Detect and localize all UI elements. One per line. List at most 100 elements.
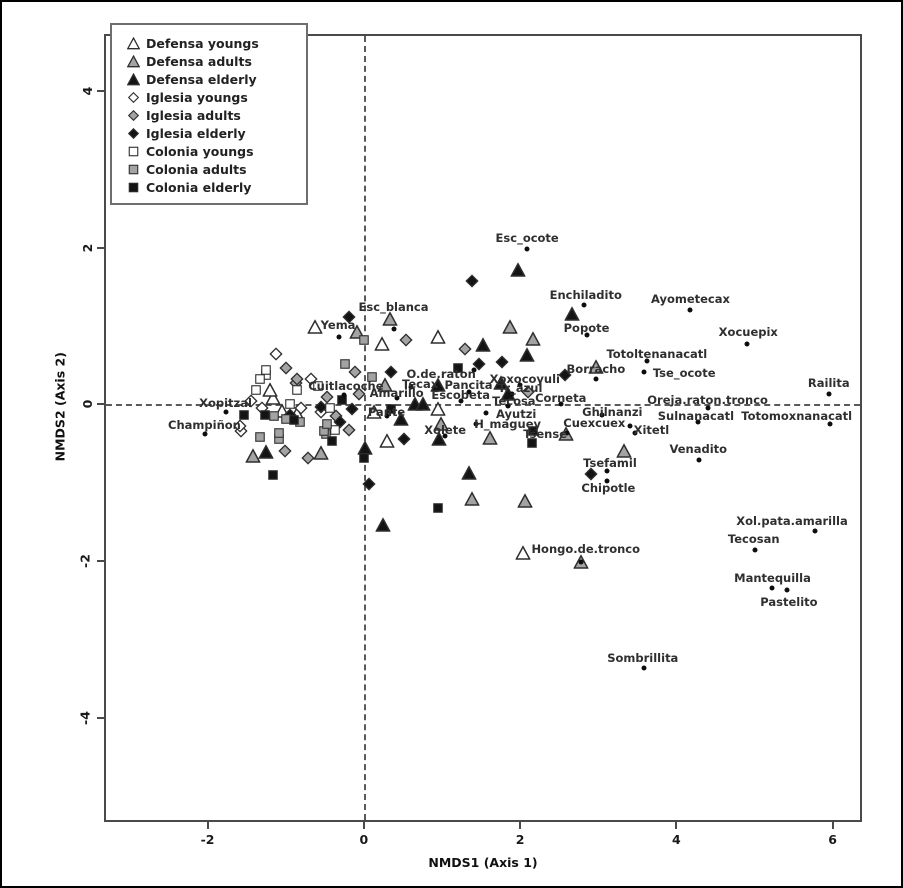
sample-marker-iglesia_youngs xyxy=(294,401,308,415)
species-point xyxy=(581,302,587,308)
sample-marker-defensa_adults xyxy=(348,324,365,340)
sample-marker-defensa_adults xyxy=(587,359,604,374)
sample-marker-iglesia_adults xyxy=(399,333,413,347)
sample-marker-iglesia_elderly xyxy=(397,432,411,446)
diamond-gray-icon xyxy=(124,109,142,121)
x-tick-mark xyxy=(675,822,678,829)
species-point xyxy=(483,410,489,416)
species-label: Ayometecax xyxy=(650,292,730,307)
sample-marker-colonia_adults xyxy=(358,335,369,346)
legend-label: Defensa adults xyxy=(146,53,252,69)
species-point xyxy=(632,430,638,436)
species-label: Borracho xyxy=(566,362,626,377)
square-open-icon xyxy=(124,146,142,157)
sample-marker-colonia_adults xyxy=(340,358,351,369)
species-point xyxy=(744,341,750,347)
y-tick-mark xyxy=(97,246,104,249)
x-tick-mark xyxy=(519,822,522,829)
legend-item-iglesia_youngs: Iglesia youngs xyxy=(124,88,298,106)
species-label: Ayutzi xyxy=(496,406,537,421)
species-point xyxy=(604,478,610,484)
x-tick-mark xyxy=(362,822,365,829)
species-point xyxy=(769,585,775,591)
sample-marker-iglesia_adults xyxy=(320,390,334,404)
species-label: Oreja.raton.tronco xyxy=(647,392,768,407)
sample-marker-iglesia_elderly xyxy=(495,355,509,369)
species-label: Amarillo xyxy=(369,385,424,400)
species-label: Sombrillita xyxy=(607,650,679,665)
sample-marker-defensa_elderly xyxy=(519,347,536,363)
species-label: Xocuepix xyxy=(718,325,778,340)
legend: Defensa youngs Defensa adults Defensa elde… xyxy=(110,23,308,205)
species-point xyxy=(442,433,448,439)
species-point xyxy=(644,358,650,364)
x-tick-label: 4 xyxy=(672,832,681,847)
species-point xyxy=(466,389,472,395)
zero-x-dashed-line xyxy=(363,36,366,820)
sample-marker-defensa_youngs xyxy=(265,390,282,406)
sample-marker-defensa_adults xyxy=(312,445,329,461)
sample-marker-colonia_elderly xyxy=(326,436,337,447)
x-tick-label: 2 xyxy=(515,832,525,847)
legend-label: Defensa youngs xyxy=(146,35,259,51)
species-label: Railita xyxy=(807,375,850,390)
species-point xyxy=(784,587,790,593)
legend-label: Defensa elderly xyxy=(146,71,257,87)
y-tick-mark xyxy=(97,717,104,720)
sample-marker-iglesia_adults xyxy=(300,451,315,465)
species-label: Yema xyxy=(320,318,356,333)
species-label: Tse_ocote xyxy=(652,366,716,381)
legend-label: Colonia elderly xyxy=(146,179,252,195)
sample-marker-defensa_youngs xyxy=(430,329,446,345)
sample-marker-iglesia_youngs xyxy=(268,346,283,361)
species-label: Esc_ocote xyxy=(495,231,559,246)
species-point xyxy=(391,326,397,332)
sample-marker-defensa_youngs xyxy=(306,319,323,334)
sample-marker-colonia_elderly xyxy=(526,437,537,448)
sample-marker-defensa_elderly xyxy=(393,411,410,427)
species-label: Xoxocoyuli xyxy=(489,371,560,386)
sample-marker-colonia_elderly xyxy=(268,470,279,481)
species-point xyxy=(826,391,832,397)
sample-marker-colonia_adults xyxy=(366,372,377,383)
plot-area: Esc_ocote Esc_blanca Yema Enchiladito Popote… xyxy=(78,23,862,847)
triangle-open-icon xyxy=(124,36,142,50)
species-point xyxy=(471,367,477,373)
sample-marker-colonia_youngs xyxy=(284,399,295,410)
species-label: Tr_azul xyxy=(497,381,543,396)
species-label: Tsense xyxy=(523,427,568,442)
sample-marker-colonia_youngs xyxy=(261,364,272,375)
legend-label: Iglesia elderly xyxy=(146,125,246,141)
sample-marker-iglesia_adults xyxy=(342,422,356,437)
species-label: Xitetl xyxy=(633,423,670,438)
sample-marker-defensa_elderly xyxy=(375,517,392,533)
species-point xyxy=(202,431,208,437)
legend-item-colonia_adults: Colonia adults xyxy=(124,160,298,178)
species-label: Hongo.de.tronco xyxy=(531,541,641,556)
sample-marker-defensa_elderly xyxy=(492,375,509,391)
sample-marker-iglesia_elderly xyxy=(314,400,328,414)
species-point xyxy=(558,401,564,407)
sample-marker-defensa_adults xyxy=(244,448,261,464)
species-point xyxy=(394,395,400,401)
species-label: Ghilnanzi xyxy=(582,404,643,419)
sample-marker-iglesia_adults xyxy=(352,387,366,401)
sample-marker-iglesia_elderly xyxy=(333,415,347,429)
legend-item-colonia_elderly: Colonia elderly xyxy=(124,178,298,196)
sample-marker-colonia_elderly xyxy=(358,452,369,463)
species-point xyxy=(627,423,633,429)
species-point xyxy=(458,398,464,404)
species-point xyxy=(599,412,605,418)
sample-marker-defensa_youngs xyxy=(366,403,382,419)
species-point xyxy=(505,403,511,409)
species-label: H_maguey xyxy=(474,417,542,432)
sample-marker-iglesia_adults xyxy=(521,385,535,399)
sample-marker-colonia_youngs xyxy=(251,384,262,395)
sample-marker-defensa_youngs xyxy=(373,336,390,352)
species-label: Mantequilla xyxy=(734,570,811,585)
sample-marker-defensa_adults xyxy=(433,416,450,432)
sample-marker-colonia_youngs xyxy=(325,403,336,414)
species-label: Cuitlacoche xyxy=(308,379,384,394)
sample-marker-iglesia_elderly xyxy=(472,357,486,372)
